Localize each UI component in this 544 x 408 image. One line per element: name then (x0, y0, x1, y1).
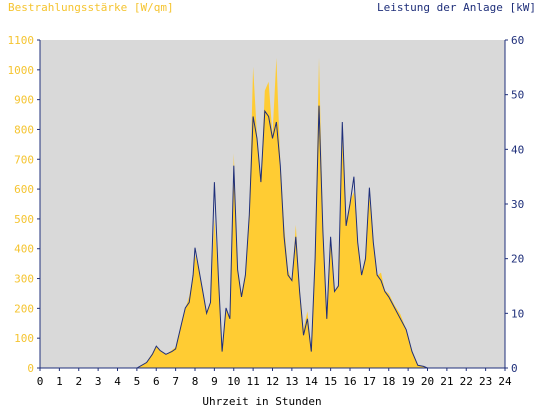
x-tick-label: 19 (402, 375, 415, 388)
left-tick-label: 900 (14, 94, 34, 107)
left-tick-label: 200 (14, 302, 34, 315)
right-tick-label: 30 (511, 198, 524, 211)
x-tick-label: 8 (192, 375, 199, 388)
left-axis-title: Bestrahlungsstärke [W/qm] (8, 1, 174, 14)
x-tick-label: 3 (95, 375, 102, 388)
left-tick-label: 600 (14, 183, 34, 196)
x-tick-label: 14 (305, 375, 319, 388)
right-tick-label: 10 (511, 307, 524, 320)
x-tick-label: 21 (440, 375, 453, 388)
left-tick-labels: 0 100 200 300 400 500 600 700 800 900 1000 1100 (8, 34, 40, 375)
power-line (40, 105, 505, 369)
left-tick-label: 700 (14, 153, 34, 166)
left-tick-label: 500 (14, 213, 34, 226)
left-tick-label: 100 (14, 332, 34, 345)
left-tick-label: 300 (14, 273, 34, 286)
right-axis-title: Leistung der Anlage [kW] (377, 1, 536, 14)
x-tick-label: 12 (266, 375, 279, 388)
x-tick-label: 18 (382, 375, 395, 388)
left-tick-label: 1100 (8, 34, 35, 47)
left-tick-label: 800 (14, 123, 34, 136)
x-tick-label: 24 (498, 375, 512, 388)
left-tick-label: 400 (14, 243, 34, 256)
x-tick-label: 2 (75, 375, 82, 388)
series-layer (40, 57, 505, 369)
x-tick-label: 16 (343, 375, 356, 388)
irradiance-area (40, 57, 505, 369)
x-tick-label: 10 (227, 375, 240, 388)
right-tick-labels: 0 10 20 30 40 50 60 (505, 34, 524, 375)
right-tick-label: 40 (511, 143, 524, 156)
right-tick-label: 60 (511, 34, 524, 47)
right-tick-label: 20 (511, 253, 524, 266)
right-tick-label: 0 (511, 362, 518, 375)
x-axis-label: Uhrzeit in Stunden (202, 395, 321, 408)
x-tick-label: 11 (247, 375, 260, 388)
x-tick-labels: 0 1 2 3 4 5 6 7 8 9 10 11 12 13 14 15 16 17 18 19 20 21 22 23 24 (37, 368, 512, 388)
x-tick-label: 13 (285, 375, 298, 388)
x-tick-label: 17 (363, 375, 376, 388)
x-tick-label: 23 (479, 375, 492, 388)
x-tick-label: 15 (324, 375, 337, 388)
left-tick-label: 0 (27, 362, 34, 375)
x-tick-label: 20 (421, 375, 434, 388)
x-tick-label: 22 (460, 375, 473, 388)
x-tick-label: 1 (56, 375, 63, 388)
x-tick-label: 0 (37, 375, 44, 388)
x-tick-label: 4 (114, 375, 121, 388)
x-tick-label: 9 (211, 375, 218, 388)
right-tick-label: 50 (511, 89, 524, 102)
x-tick-label: 5 (134, 375, 141, 388)
left-tick-label: 1000 (8, 64, 35, 77)
x-tick-label: 6 (153, 375, 160, 388)
x-tick-label: 7 (172, 375, 179, 388)
